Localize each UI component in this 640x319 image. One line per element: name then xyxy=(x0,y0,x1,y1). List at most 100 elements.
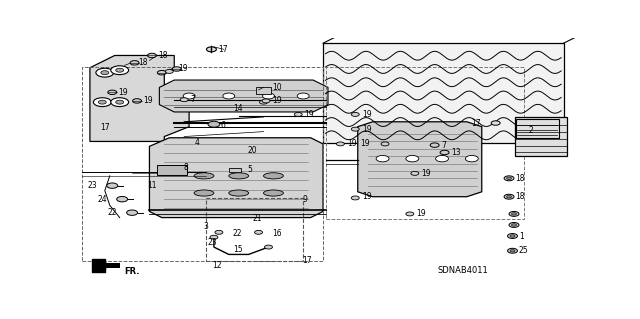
Circle shape xyxy=(351,113,359,116)
Text: 20: 20 xyxy=(248,145,257,154)
Text: 19: 19 xyxy=(178,64,188,73)
Bar xyxy=(83,67,323,261)
Text: 14: 14 xyxy=(233,104,243,113)
Circle shape xyxy=(147,53,156,58)
Circle shape xyxy=(508,248,518,253)
Text: 7: 7 xyxy=(191,95,195,104)
Text: 19: 19 xyxy=(305,110,314,119)
Text: 19: 19 xyxy=(362,110,371,119)
Circle shape xyxy=(411,171,419,175)
Text: 17: 17 xyxy=(100,123,110,132)
Circle shape xyxy=(262,93,275,99)
Polygon shape xyxy=(358,122,482,197)
Circle shape xyxy=(440,150,449,155)
Text: 15: 15 xyxy=(233,245,243,254)
Text: 17: 17 xyxy=(218,45,227,54)
Circle shape xyxy=(351,196,359,200)
Text: 16: 16 xyxy=(273,229,282,238)
Circle shape xyxy=(504,176,514,181)
Text: SDNAB4011: SDNAB4011 xyxy=(437,266,488,275)
Circle shape xyxy=(264,245,273,249)
Text: 18: 18 xyxy=(138,58,148,67)
Circle shape xyxy=(406,212,414,216)
Circle shape xyxy=(215,230,223,234)
Circle shape xyxy=(165,70,173,73)
Text: 2007 Honda Accord Bush Diagram for 81227-SDA-A41: 2007 Honda Accord Bush Diagram for 81227… xyxy=(141,5,499,19)
Text: 2: 2 xyxy=(529,126,534,135)
Circle shape xyxy=(107,183,118,188)
Bar xyxy=(326,67,524,219)
Circle shape xyxy=(260,100,268,104)
Circle shape xyxy=(376,155,389,162)
Ellipse shape xyxy=(229,190,248,196)
Bar xyxy=(157,165,187,174)
Circle shape xyxy=(116,68,124,72)
Text: 19: 19 xyxy=(360,139,370,148)
Circle shape xyxy=(436,155,449,162)
Circle shape xyxy=(116,197,127,202)
Polygon shape xyxy=(159,80,328,112)
Text: 19: 19 xyxy=(347,139,356,148)
Text: 19: 19 xyxy=(118,88,128,97)
Circle shape xyxy=(183,93,195,99)
Circle shape xyxy=(510,249,515,252)
Text: 23: 23 xyxy=(208,238,218,247)
Text: 18: 18 xyxy=(515,174,525,183)
Text: 17: 17 xyxy=(302,256,312,265)
Text: 19: 19 xyxy=(362,125,371,134)
Circle shape xyxy=(172,67,181,71)
Circle shape xyxy=(208,121,220,127)
Ellipse shape xyxy=(264,173,284,179)
Circle shape xyxy=(130,61,139,65)
Circle shape xyxy=(157,70,166,75)
Circle shape xyxy=(297,93,309,99)
Text: 6: 6 xyxy=(220,121,225,130)
Text: 25: 25 xyxy=(519,246,529,255)
Circle shape xyxy=(96,68,114,77)
Text: 10: 10 xyxy=(273,83,282,92)
Circle shape xyxy=(509,211,519,216)
Circle shape xyxy=(127,210,138,215)
Circle shape xyxy=(210,235,218,239)
Circle shape xyxy=(491,121,500,125)
Circle shape xyxy=(116,100,124,104)
Circle shape xyxy=(506,177,511,180)
Text: 13: 13 xyxy=(451,148,461,157)
Circle shape xyxy=(101,71,109,75)
Polygon shape xyxy=(150,138,323,218)
Ellipse shape xyxy=(264,190,284,196)
Circle shape xyxy=(509,223,519,227)
Circle shape xyxy=(108,90,116,94)
Text: 12: 12 xyxy=(212,261,221,270)
Circle shape xyxy=(294,113,302,116)
Text: 18: 18 xyxy=(158,51,168,60)
Text: 4: 4 xyxy=(194,138,199,147)
Bar xyxy=(515,117,567,156)
Ellipse shape xyxy=(229,173,248,179)
Text: 11: 11 xyxy=(147,181,157,190)
Ellipse shape xyxy=(194,190,214,196)
Text: 19: 19 xyxy=(143,96,153,105)
Circle shape xyxy=(510,235,515,237)
Ellipse shape xyxy=(194,173,214,179)
Circle shape xyxy=(93,98,111,107)
Circle shape xyxy=(406,155,419,162)
Circle shape xyxy=(223,93,235,99)
Circle shape xyxy=(465,155,478,162)
Text: 18: 18 xyxy=(515,192,525,201)
Circle shape xyxy=(511,224,516,226)
Text: 24: 24 xyxy=(98,195,108,204)
Circle shape xyxy=(207,47,216,52)
Circle shape xyxy=(99,100,106,104)
Circle shape xyxy=(111,98,129,107)
Text: 19: 19 xyxy=(416,209,426,219)
Circle shape xyxy=(381,142,389,146)
Circle shape xyxy=(430,143,439,147)
Text: 22: 22 xyxy=(108,208,117,217)
Polygon shape xyxy=(90,56,189,141)
Circle shape xyxy=(511,213,516,215)
Text: FR.: FR. xyxy=(125,267,140,276)
Text: 21: 21 xyxy=(253,214,262,223)
Circle shape xyxy=(111,66,129,75)
Circle shape xyxy=(132,99,141,103)
